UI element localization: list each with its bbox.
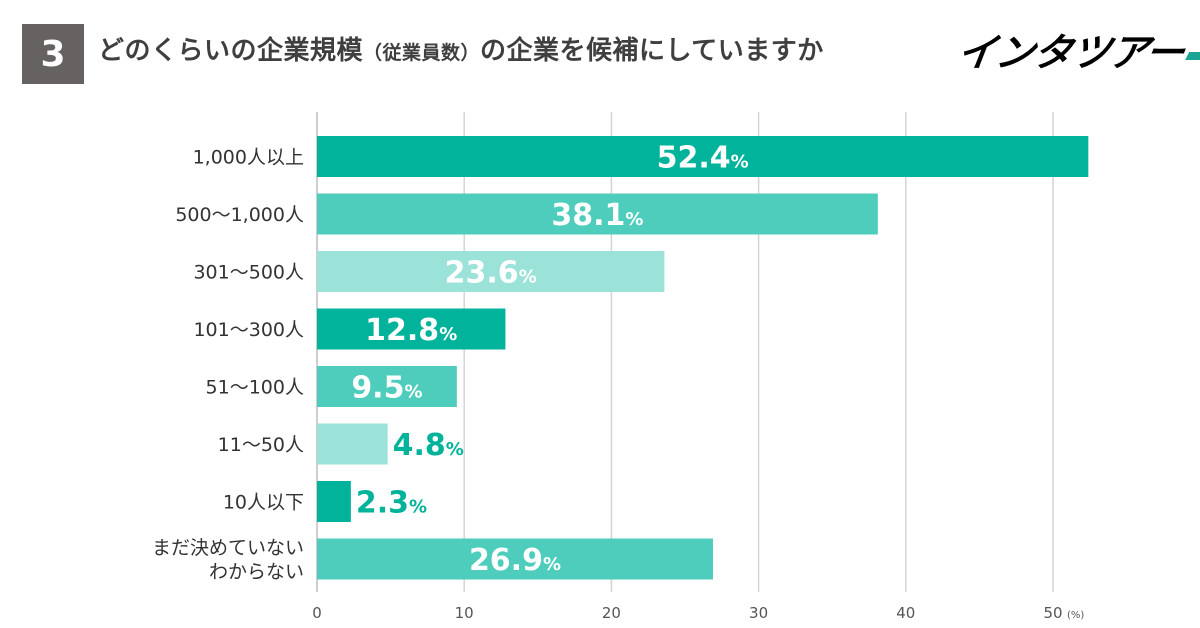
category-label: 10人以下 <box>223 492 304 514</box>
bar <box>317 193 878 235</box>
bar <box>317 481 351 522</box>
category-label: 11〜50人 <box>218 434 304 456</box>
chart-title: どのくらいの企業規模（従業員数）の企業を候補にしていますか <box>98 30 824 67</box>
bar <box>317 538 713 580</box>
question-number-badge: 3 <box>22 24 84 84</box>
category-label: 1,000人以上 <box>193 147 304 169</box>
value-percent-sign: % <box>731 152 749 173</box>
bar <box>317 136 1089 177</box>
bar <box>317 251 665 292</box>
category-label: 51〜100人 <box>206 377 304 399</box>
value-number: 9.5 <box>351 371 404 406</box>
value-percent-sign: % <box>519 267 537 288</box>
bar <box>317 423 388 465</box>
value-label: 2.3% <box>356 486 427 521</box>
category-label: わからない <box>209 561 304 583</box>
value-percent-sign: % <box>409 497 427 518</box>
header: 3 どのくらいの企業規模（従業員数）の企業を候補にしていますか インタツアー <box>0 0 1200 100</box>
value-number: 26.9 <box>469 543 543 578</box>
title-main: どのくらいの企業規模 <box>98 36 364 66</box>
value-label: 52.4% <box>657 141 749 176</box>
value-percent-sign: % <box>446 439 464 460</box>
value-percent-sign: % <box>543 554 561 575</box>
value-number: 52.4 <box>657 141 731 176</box>
title-paren: （従業員数） <box>363 42 481 64</box>
value-label: 38.1% <box>551 198 643 233</box>
value-number: 4.8 <box>393 428 446 463</box>
axis-unit-label: (%) <box>1067 610 1084 621</box>
x-tick-label: 10 <box>455 604 474 622</box>
x-tick-label: 40 <box>896 604 915 622</box>
value-label: 12.8% <box>365 313 457 348</box>
value-label: 4.8% <box>393 428 464 463</box>
value-number: 12.8 <box>365 313 439 348</box>
value-percent-sign: % <box>439 324 457 345</box>
category-label: まだ決めていない <box>152 537 304 559</box>
bar <box>317 308 506 350</box>
value-number: 23.6 <box>445 256 519 291</box>
value-label: 9.5% <box>351 371 422 406</box>
x-tick-label: 50 <box>1043 604 1062 622</box>
x-tick-label: 30 <box>749 604 768 622</box>
category-label: 301〜500人 <box>193 262 304 284</box>
category-label: 500〜1,000人 <box>175 204 304 226</box>
x-tick-label: 20 <box>602 604 621 622</box>
value-number: 38.1 <box>551 198 625 233</box>
bar <box>317 366 457 407</box>
title-end: の企業を候補にしていますか <box>480 36 824 66</box>
value-percent-sign: % <box>625 209 643 230</box>
value-percent-sign: % <box>404 382 422 403</box>
category-label: 101〜300人 <box>193 319 304 341</box>
value-label: 23.6% <box>445 256 537 291</box>
value-label: 26.9% <box>469 543 561 578</box>
value-number: 2.3 <box>356 486 409 521</box>
x-tick-label: 0 <box>312 604 322 622</box>
